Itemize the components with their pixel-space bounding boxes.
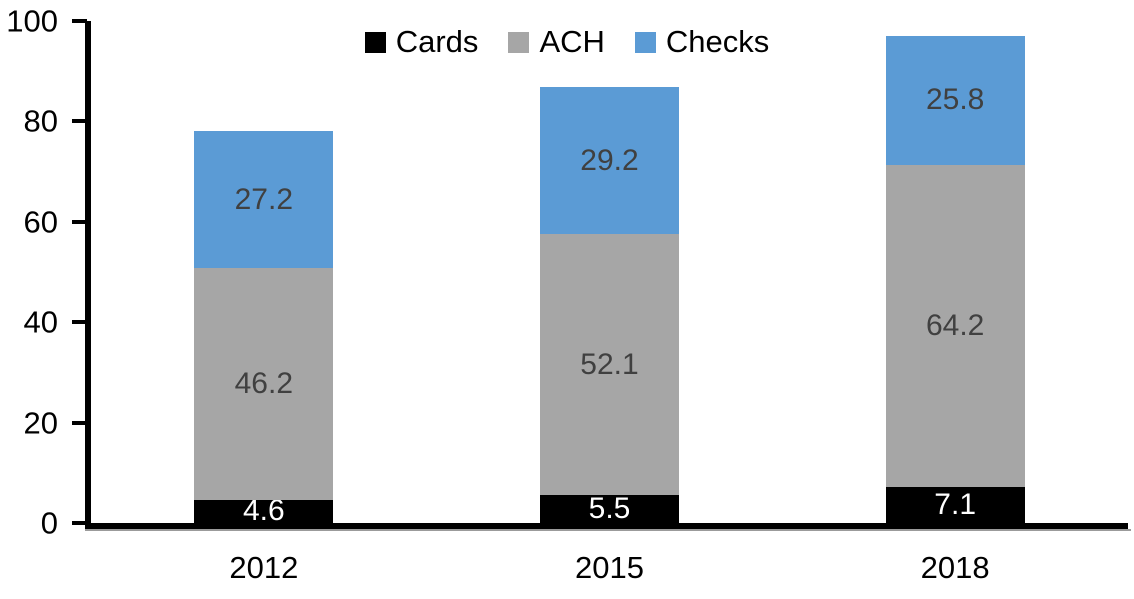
bar-value-label: 27.2 xyxy=(234,182,294,216)
y-axis-tick-label: 20 xyxy=(23,405,58,441)
bar-value-label: 25.8 xyxy=(925,83,985,117)
y-axis-tick xyxy=(72,420,87,425)
legend-item-cards: Cards xyxy=(364,24,479,60)
y-axis-tick xyxy=(72,119,87,124)
bar-segment-ach-2015: 52.1 xyxy=(540,233,679,496)
y-axis-tick xyxy=(72,19,87,23)
x-category-label: 2018 xyxy=(920,550,990,585)
bar-value-label: 64.2 xyxy=(925,309,985,343)
x-axis-underline xyxy=(85,529,1131,531)
y-axis-tick xyxy=(72,320,87,325)
legend-item-checks: Checks xyxy=(634,24,770,60)
chart-legend: Cards ACH Checks xyxy=(0,24,1134,60)
x-axis-line xyxy=(85,523,1128,529)
y-axis-line xyxy=(85,21,91,529)
y-axis-tick-label: 100 xyxy=(6,3,58,39)
bar-segment-checks-2012: 27.2 xyxy=(194,131,334,268)
bar-segment-cards-2012: 4.6 xyxy=(194,496,334,526)
legend-item-ach: ACH xyxy=(508,24,605,60)
y-axis-tick-label: 0 xyxy=(40,505,58,541)
bar-segment-cards-2018: 7.1 xyxy=(885,487,1025,523)
bar-value-label: 5.5 xyxy=(588,492,631,526)
bar-segment-checks-2015: 29.2 xyxy=(540,87,679,234)
bar-value-label: 46.2 xyxy=(234,366,294,400)
bar-segment-ach-2012: 46.2 xyxy=(194,267,334,500)
bar-segment-ach-2018: 64.2 xyxy=(885,165,1025,488)
legend-label: ACH xyxy=(539,24,605,59)
legend-label: Checks xyxy=(665,24,770,59)
y-axis-tick-label: 60 xyxy=(23,204,58,240)
y-axis-tick-label: 80 xyxy=(23,103,58,139)
y-axis-tick-label: 40 xyxy=(23,304,58,340)
x-category-label: 2015 xyxy=(575,550,644,585)
y-axis-tick xyxy=(72,521,87,525)
bar-segment-checks-2018: 25.8 xyxy=(885,35,1025,166)
y-axis-tick xyxy=(72,219,87,224)
bar-value-label: 52.1 xyxy=(580,347,639,381)
legend-swatch-ach xyxy=(508,31,530,53)
bar-value-label: 4.6 xyxy=(242,494,285,528)
bar-segment-cards-2015: 5.5 xyxy=(540,492,679,526)
bar-value-label: 29.2 xyxy=(580,143,639,177)
legend-swatch-cards xyxy=(364,31,386,53)
legend-label: Cards xyxy=(395,24,479,59)
legend-swatch-checks xyxy=(634,31,656,53)
bar-value-label: 7.1 xyxy=(934,488,977,522)
x-category-label: 2012 xyxy=(229,550,299,585)
